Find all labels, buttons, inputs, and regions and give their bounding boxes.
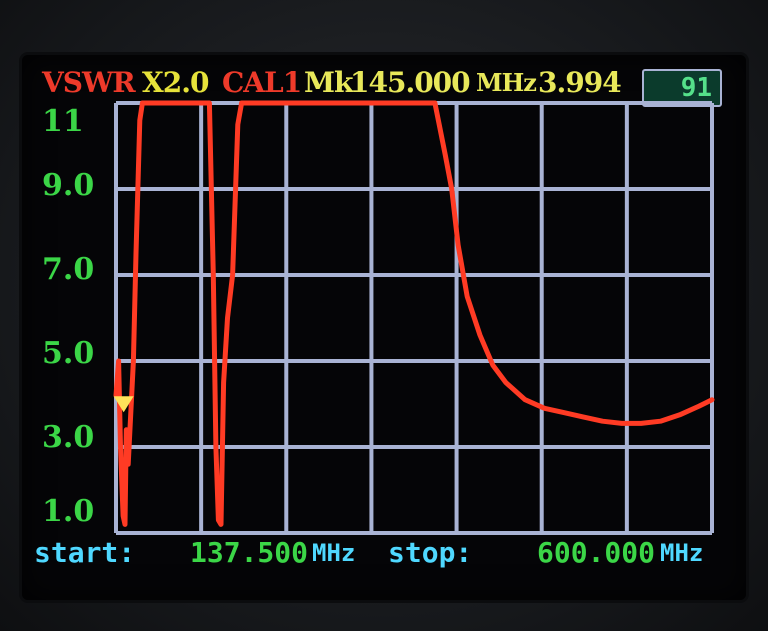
scale-label: X2.0 <box>142 66 209 99</box>
stop-label: stop: <box>388 536 473 569</box>
mode-label: VSWR <box>42 66 136 99</box>
marker-layer <box>113 396 134 413</box>
start-label: start: <box>34 536 136 569</box>
marker-label: Mk <box>304 66 353 99</box>
cal-label: CAL1 <box>222 66 302 99</box>
vswr-trace <box>113 100 715 527</box>
stop-unit: MHz <box>660 539 704 567</box>
marker-unit: MHz <box>476 68 537 97</box>
start-frequency: 137.500 <box>190 536 309 569</box>
y-tick-label: 3.0 <box>42 420 95 455</box>
y-tick-label: 11 <box>42 104 84 139</box>
grid <box>114 101 714 535</box>
y-tick-label: 7.0 <box>42 252 95 287</box>
y-tick-label: 5.0 <box>42 336 95 371</box>
stop-frequency: 600.000 <box>537 536 656 569</box>
trace-layer <box>113 100 715 527</box>
marker-vswr-value: 3.994 <box>538 66 622 99</box>
status-bar: VSWR X2.0 CAL1 Mk 145.000 MHz 3.994 <box>42 63 726 103</box>
analyzer-screen: VSWR X2.0 CAL1 Mk 145.000 MHz 3.994 91 1… <box>22 55 746 600</box>
marker-frequency: 145.000 <box>350 66 471 99</box>
vswr-chart <box>113 100 715 535</box>
marker-triangle <box>113 396 134 413</box>
start-unit: MHz <box>312 539 356 567</box>
y-tick-label: 9.0 <box>42 168 95 203</box>
sweep-counter: 91 <box>642 69 722 107</box>
sweep-counter-value: 91 <box>680 73 712 103</box>
y-tick-label: 1.0 <box>42 494 95 529</box>
